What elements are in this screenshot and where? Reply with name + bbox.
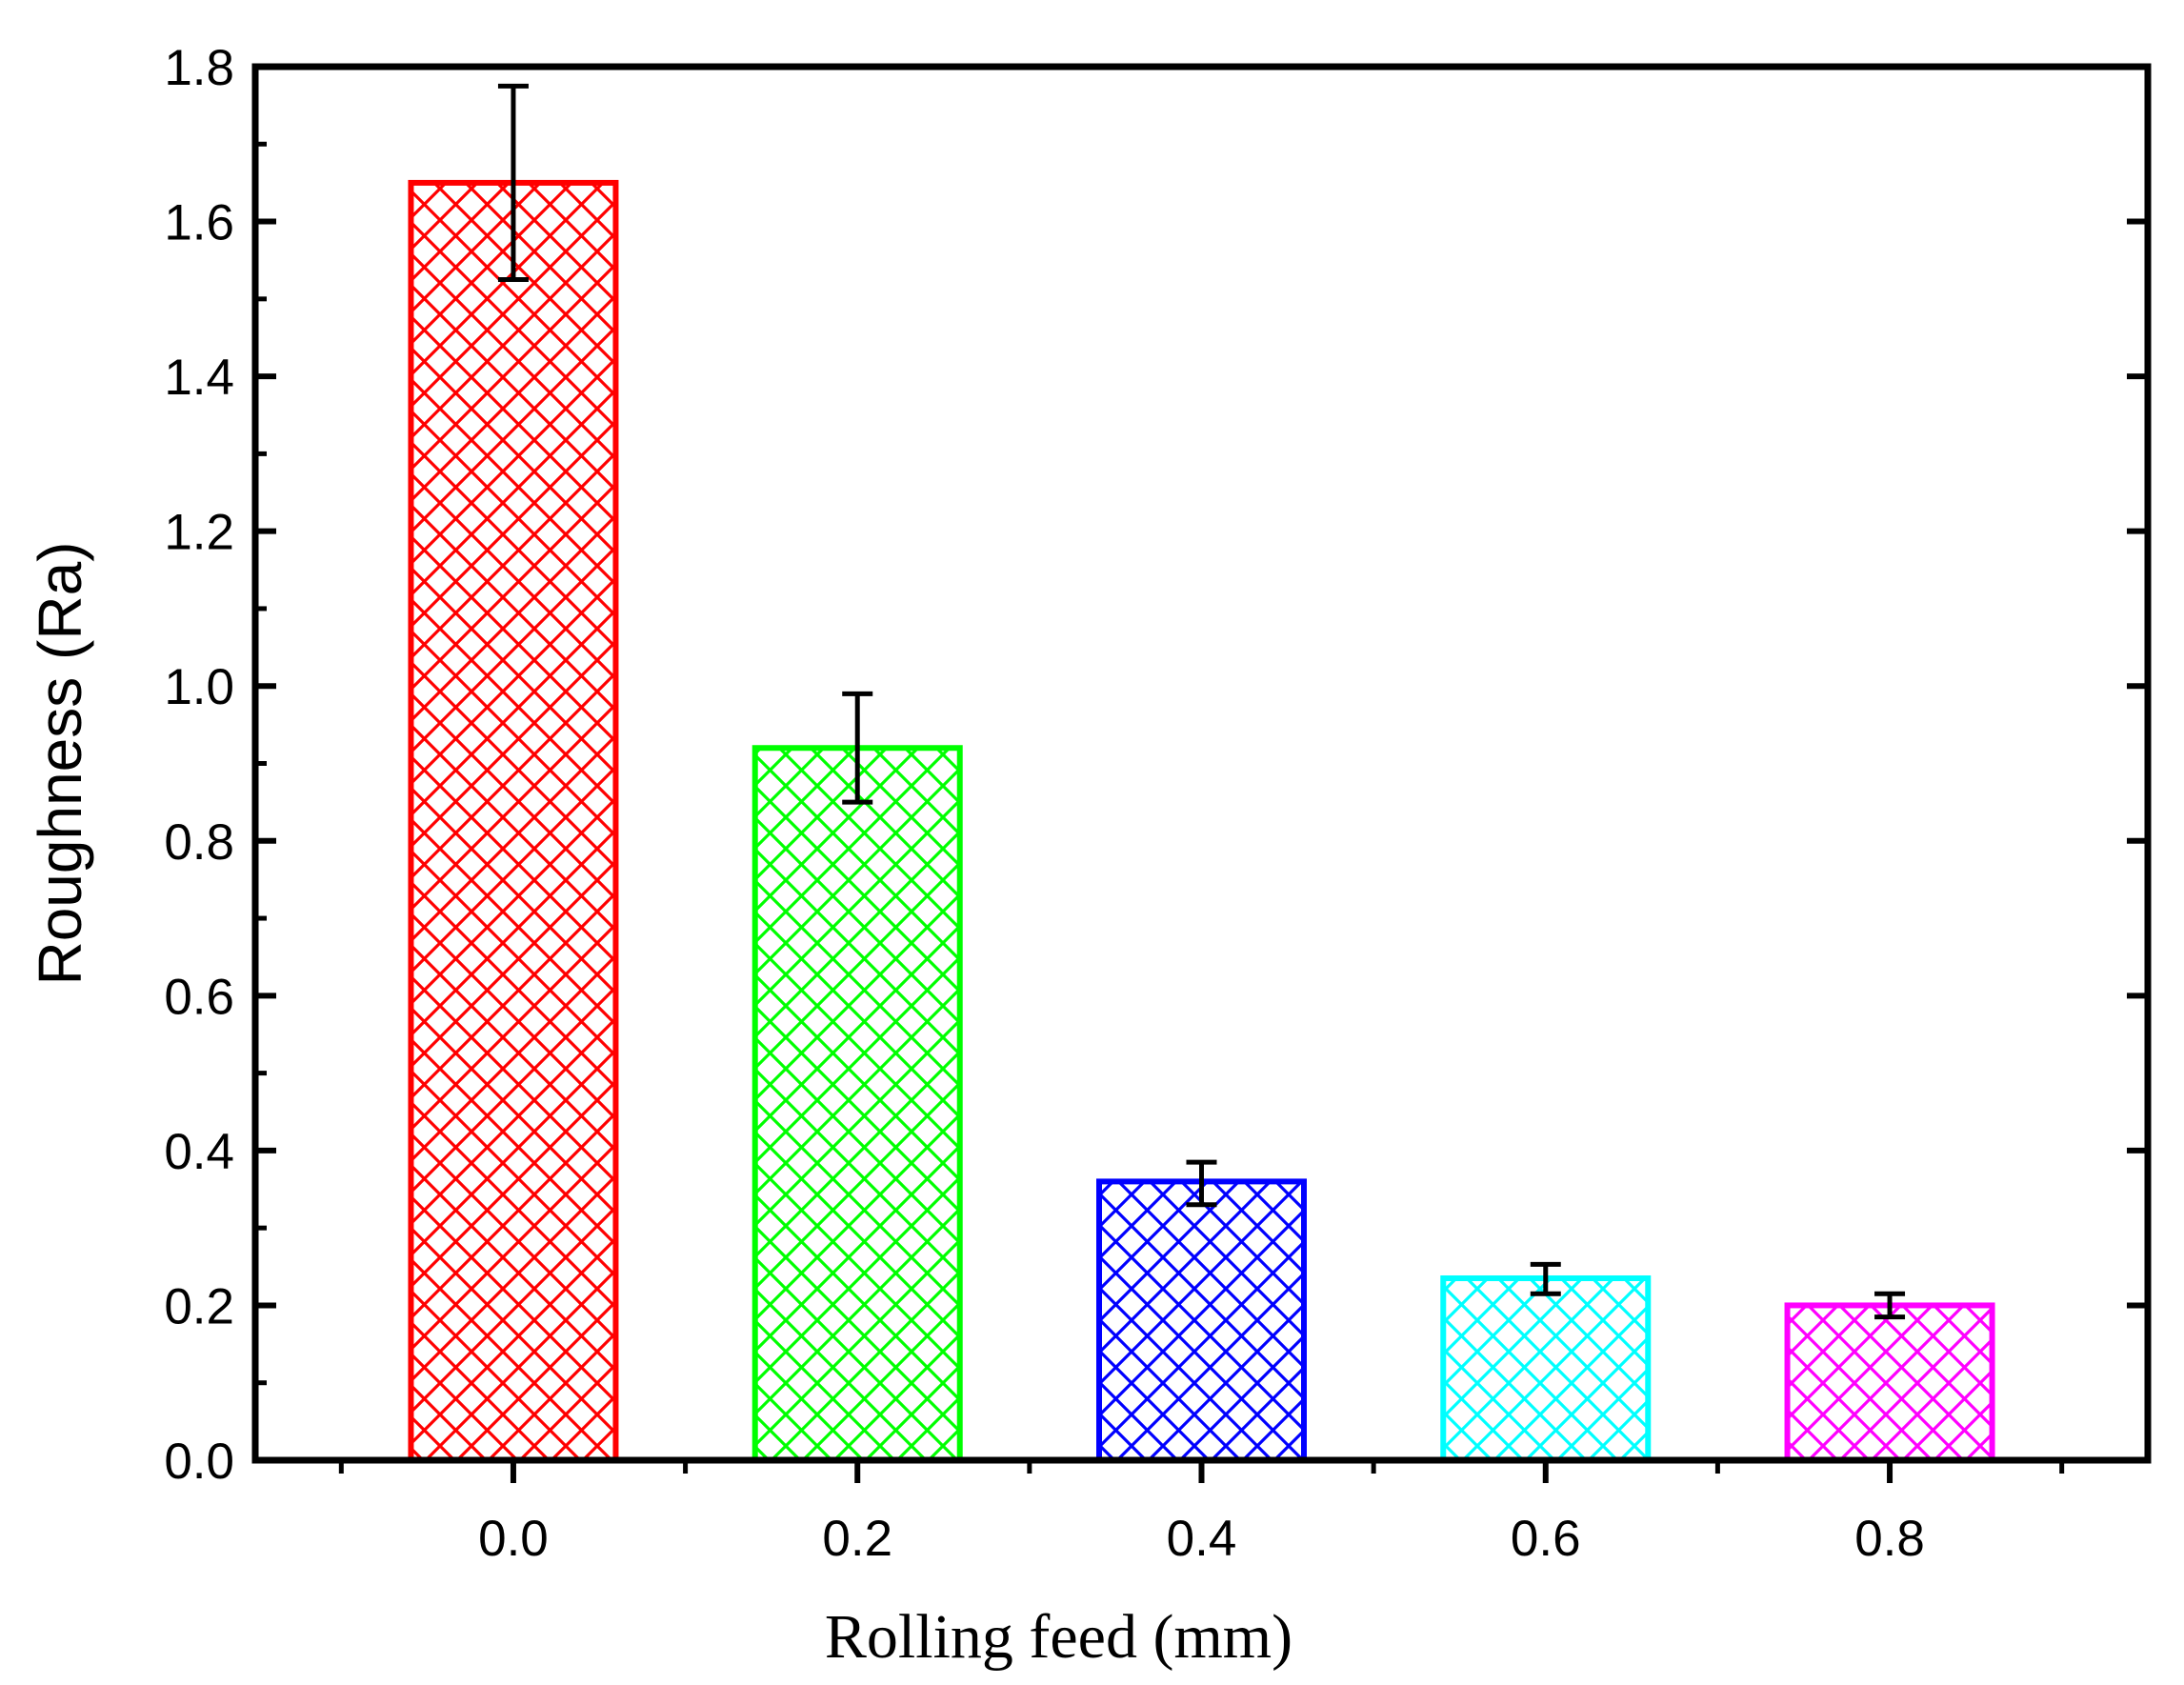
x-tick-label-0.6: 0.6 (1511, 1511, 1581, 1567)
bars-layer (408, 179, 1995, 1464)
x-tick-label-0.8: 0.8 (1854, 1511, 1925, 1567)
x-tick-label-0.0: 0.0 (478, 1511, 549, 1567)
x-axis: 0.0 0.2 0.4 0.6 0.8 (338, 1460, 2065, 1567)
error-bar-0.0 (497, 83, 529, 283)
y-tick-label: 0.0 (164, 1434, 234, 1490)
x-tick-label-0.2: 0.2 (822, 1511, 892, 1567)
x-tick-label-0.4: 0.4 (1167, 1511, 1237, 1567)
y-tick-label: 0.8 (164, 814, 234, 871)
y-tick-label: 1.8 (164, 40, 234, 96)
y-tick-label: 0.6 (164, 969, 234, 1025)
y-axis: 0.0 0.2 0.4 0.6 0.8 1.0 1.2 1.4 1.6 1.8 (164, 40, 2148, 1490)
y-tick-label: 0.4 (164, 1124, 234, 1180)
x-axis-label: Rolling feed (mm) (825, 1602, 1292, 1672)
error-bar-0.6 (1530, 1261, 1561, 1296)
error-bar-0.8 (1874, 1291, 1906, 1320)
bar-0.0 (408, 179, 619, 1464)
error-bar-0.2 (842, 691, 873, 805)
errorbars-layer (497, 83, 1906, 1320)
y-axis-label: Roughness (Ra) (26, 542, 94, 986)
y-tick-label: 1.4 (164, 350, 234, 406)
error-bar-0.4 (1186, 1159, 1217, 1208)
bar-0.6 (1440, 1274, 1652, 1463)
bar-0.2 (751, 745, 963, 1463)
y-tick-label: 1.0 (164, 659, 234, 715)
bar-0.8 (1784, 1302, 1995, 1464)
bar-0.4 (1096, 1178, 1307, 1464)
y-tick-label: 0.2 (164, 1278, 234, 1334)
y-tick-label: 1.6 (164, 195, 234, 251)
y-tick-label: 1.2 (164, 505, 234, 561)
